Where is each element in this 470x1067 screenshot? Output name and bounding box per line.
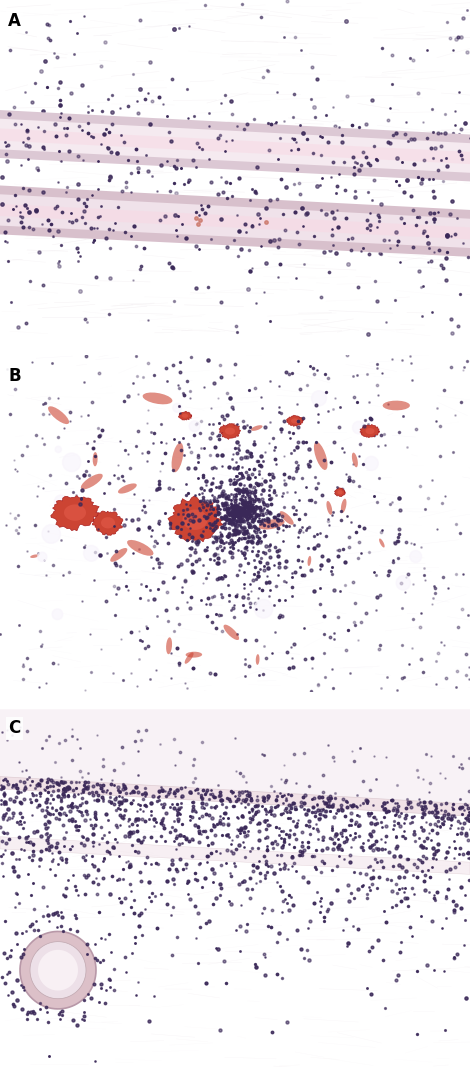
- Circle shape: [254, 600, 273, 618]
- Polygon shape: [352, 452, 358, 467]
- Text: C: C: [8, 719, 20, 737]
- Circle shape: [42, 525, 60, 543]
- Text: A: A: [8, 12, 21, 30]
- Polygon shape: [93, 452, 98, 466]
- Polygon shape: [20, 931, 96, 1009]
- Polygon shape: [0, 186, 470, 257]
- Polygon shape: [337, 490, 343, 494]
- Polygon shape: [110, 548, 127, 562]
- Circle shape: [38, 552, 47, 561]
- Polygon shape: [142, 393, 172, 404]
- Polygon shape: [118, 483, 137, 494]
- Polygon shape: [307, 556, 311, 566]
- Circle shape: [312, 391, 327, 405]
- Polygon shape: [251, 426, 263, 431]
- Polygon shape: [223, 624, 239, 640]
- Circle shape: [410, 551, 422, 562]
- Polygon shape: [335, 488, 345, 496]
- Polygon shape: [0, 110, 470, 181]
- Polygon shape: [0, 837, 470, 874]
- Polygon shape: [0, 777, 470, 816]
- Polygon shape: [360, 425, 380, 437]
- Polygon shape: [0, 128, 470, 164]
- Polygon shape: [366, 428, 375, 434]
- Polygon shape: [291, 418, 299, 424]
- Polygon shape: [172, 443, 183, 473]
- Polygon shape: [101, 517, 115, 528]
- Polygon shape: [0, 194, 470, 248]
- Polygon shape: [64, 505, 86, 521]
- Text: B: B: [8, 367, 21, 385]
- Polygon shape: [280, 511, 294, 525]
- Polygon shape: [81, 474, 103, 490]
- Circle shape: [189, 420, 200, 432]
- Polygon shape: [93, 511, 123, 536]
- Polygon shape: [341, 498, 346, 513]
- Circle shape: [63, 453, 81, 472]
- Polygon shape: [166, 637, 172, 654]
- Polygon shape: [219, 424, 241, 440]
- Circle shape: [396, 576, 410, 590]
- Polygon shape: [30, 942, 86, 999]
- Polygon shape: [225, 428, 235, 434]
- Polygon shape: [127, 540, 154, 556]
- Polygon shape: [38, 950, 78, 990]
- Polygon shape: [48, 407, 69, 424]
- Circle shape: [84, 545, 99, 561]
- Circle shape: [352, 421, 365, 434]
- Circle shape: [173, 403, 181, 412]
- Polygon shape: [182, 414, 188, 418]
- Polygon shape: [0, 118, 470, 173]
- Circle shape: [55, 495, 67, 508]
- Circle shape: [52, 609, 63, 620]
- Polygon shape: [259, 519, 285, 529]
- Polygon shape: [379, 539, 384, 547]
- Polygon shape: [314, 442, 328, 471]
- Polygon shape: [64, 496, 70, 506]
- Polygon shape: [168, 496, 223, 542]
- Polygon shape: [0, 204, 470, 239]
- Polygon shape: [185, 652, 194, 664]
- Polygon shape: [186, 652, 202, 657]
- Polygon shape: [326, 500, 332, 515]
- Polygon shape: [182, 510, 207, 530]
- Polygon shape: [30, 555, 39, 558]
- Polygon shape: [256, 654, 259, 665]
- Polygon shape: [286, 415, 304, 427]
- Polygon shape: [51, 495, 99, 530]
- Polygon shape: [179, 412, 192, 420]
- Circle shape: [364, 457, 378, 471]
- Polygon shape: [0, 710, 470, 805]
- Polygon shape: [383, 400, 410, 411]
- Circle shape: [55, 446, 62, 452]
